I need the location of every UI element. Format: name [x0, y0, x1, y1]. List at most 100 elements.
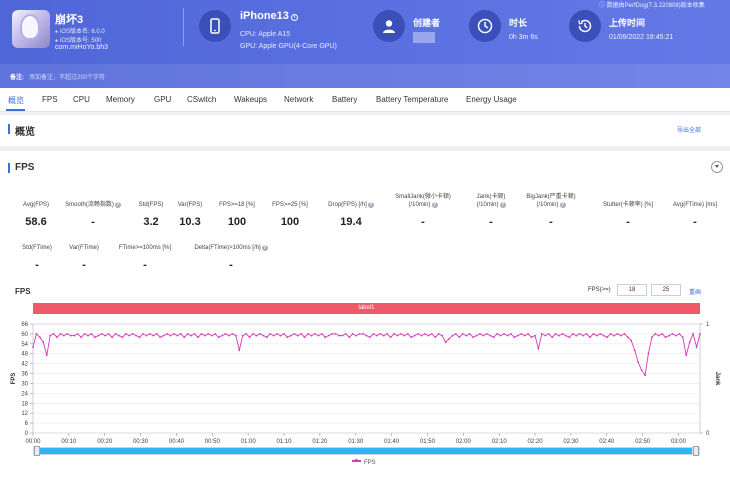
y-tick-label: 30	[21, 381, 28, 387]
data-point-fps	[479, 333, 481, 335]
data-point-fps	[461, 333, 464, 335]
data-point-fps	[169, 334, 172, 337]
x-tick-label: 00:10	[61, 439, 77, 445]
data-point-fps	[496, 333, 498, 335]
data-point-fps	[437, 333, 440, 335]
data-point-fps	[565, 334, 567, 337]
data-point-fps	[613, 334, 615, 337]
y-tick-label: 18	[21, 401, 28, 407]
scrollbar-right-handle[interactable]	[693, 446, 699, 456]
data-point-fps	[317, 334, 320, 337]
metric-label: Var(FTime)	[69, 245, 99, 251]
metric-value: -	[549, 216, 553, 228]
metric-label: FTime>=100ms [%]	[118, 245, 172, 251]
y-tick-label: 36	[21, 372, 28, 378]
metric-value: -	[693, 216, 697, 228]
data-point-fps	[503, 333, 505, 335]
metric-value: -	[626, 216, 630, 228]
plot-frame	[32, 323, 701, 434]
export-all-link[interactable]: 导出全部	[677, 128, 702, 134]
data-point-fps	[217, 336, 220, 339]
help-icon[interactable]: ?	[559, 202, 566, 208]
data-point-fps	[406, 333, 409, 335]
tab-cswitch[interactable]: CSwitch	[187, 95, 217, 104]
data-point-fps	[606, 336, 609, 339]
data-point-fps	[149, 333, 151, 335]
tab-fps[interactable]: FPS	[42, 95, 58, 104]
threshold-input-low[interactable]: 18	[617, 284, 647, 296]
tab-wakeups[interactable]: Wakeups	[234, 95, 268, 104]
data-point-fps	[372, 333, 375, 335]
tab-cpu[interactable]: CPU	[73, 95, 90, 104]
data-point-fps	[245, 333, 248, 335]
data-point-fps	[155, 333, 158, 335]
legend-label: FPS	[364, 460, 376, 466]
data-point-fps	[135, 334, 138, 337]
data-point-fps	[547, 333, 550, 335]
metric-value: 3.2	[143, 216, 159, 228]
help-icon[interactable]: ?	[261, 245, 268, 251]
data-point-fps	[121, 336, 124, 339]
data-point-fps	[657, 334, 660, 337]
data-point-fps	[276, 333, 278, 335]
fps-panel: FPS Avg(FPS) 58.6 Smooth(流畅指数)? - Std(FPS) 3.…	[0, 151, 730, 479]
data-point-fps	[379, 333, 382, 335]
data-point-fps	[204, 334, 206, 337]
clock-icon	[469, 10, 501, 42]
data-point-fps	[647, 352, 650, 355]
tab-gpu[interactable]: GPU	[154, 95, 172, 104]
data-point-fps	[685, 354, 688, 357]
data-point-fps	[386, 333, 388, 335]
tab-battery[interactable]: Battery	[332, 95, 358, 104]
data-point-fps	[73, 334, 76, 337]
metric-label: FPS>=18 [%]	[219, 202, 255, 208]
tab-battery-temperature[interactable]: Battery Temperature	[376, 95, 449, 104]
x-tick-label: 03:00	[671, 439, 687, 445]
help-icon[interactable]: ?	[114, 202, 121, 208]
help-icon[interactable]: ?	[499, 202, 506, 208]
y2-axis-title: Jank	[714, 372, 720, 386]
tab-overview[interactable]: 概览	[8, 96, 24, 105]
data-point-fps	[492, 336, 495, 339]
data-point-fps	[630, 339, 633, 342]
data-point-fps	[100, 333, 103, 335]
data-point-fps	[162, 334, 165, 337]
data-point-fps	[131, 333, 134, 335]
data-point-fps	[596, 334, 598, 337]
scrollbar-left-handle[interactable]	[34, 446, 40, 456]
threshold-input-high[interactable]: 25	[651, 284, 681, 296]
x-tick-label: 01:00	[241, 439, 257, 445]
info-icon[interactable]: i	[290, 14, 298, 21]
data-point-fps	[527, 333, 529, 335]
device-cpu: CPU: Apple A15	[240, 31, 291, 38]
tab-network[interactable]: Network	[284, 95, 314, 104]
data-point-fps	[69, 334, 72, 337]
data-point-fps	[224, 333, 227, 335]
time-range-selection[interactable]	[40, 448, 692, 454]
tab-memory[interactable]: Memory	[106, 95, 135, 104]
data-point-fps	[76, 333, 79, 335]
redraw-button[interactable]: 重画	[689, 290, 702, 296]
tab-bar: 概览 FPS CPU Memory GPU CSwitch Wakeups Ne…	[0, 88, 730, 112]
data-point-fps	[523, 334, 526, 337]
creator-value-redacted	[413, 32, 435, 43]
x-tick-label: 02:50	[635, 439, 651, 445]
collapse-chevron-icon[interactable]	[711, 161, 723, 173]
data-point-fps	[320, 333, 323, 335]
data-point-fps	[540, 333, 543, 335]
chart-legend[interactable]: FPS	[352, 459, 376, 466]
x-tick-label: 01:50	[420, 439, 436, 445]
data-point-fps	[530, 336, 533, 339]
data-point-fps	[664, 336, 667, 339]
help-icon[interactable]: ?	[431, 202, 438, 208]
data-point-fps	[142, 333, 144, 335]
report-header: 崩坏3 iOS版本名: 6.0.0 iOS版本号: 500 com.miHoYo…	[0, 0, 730, 88]
info-circle-icon: ⓘ	[599, 3, 607, 9]
label-bar[interactable]: label1	[33, 303, 700, 314]
x-tick-label: 02:20	[528, 439, 544, 445]
data-point-fps	[259, 333, 261, 335]
tab-energy-usage[interactable]: Energy Usage	[466, 95, 517, 104]
help-icon[interactable]: ?	[367, 202, 374, 208]
upload-time-label: 上传时间	[609, 18, 646, 28]
note-input[interactable]: 添加备注，不超过200个字符	[29, 75, 106, 81]
